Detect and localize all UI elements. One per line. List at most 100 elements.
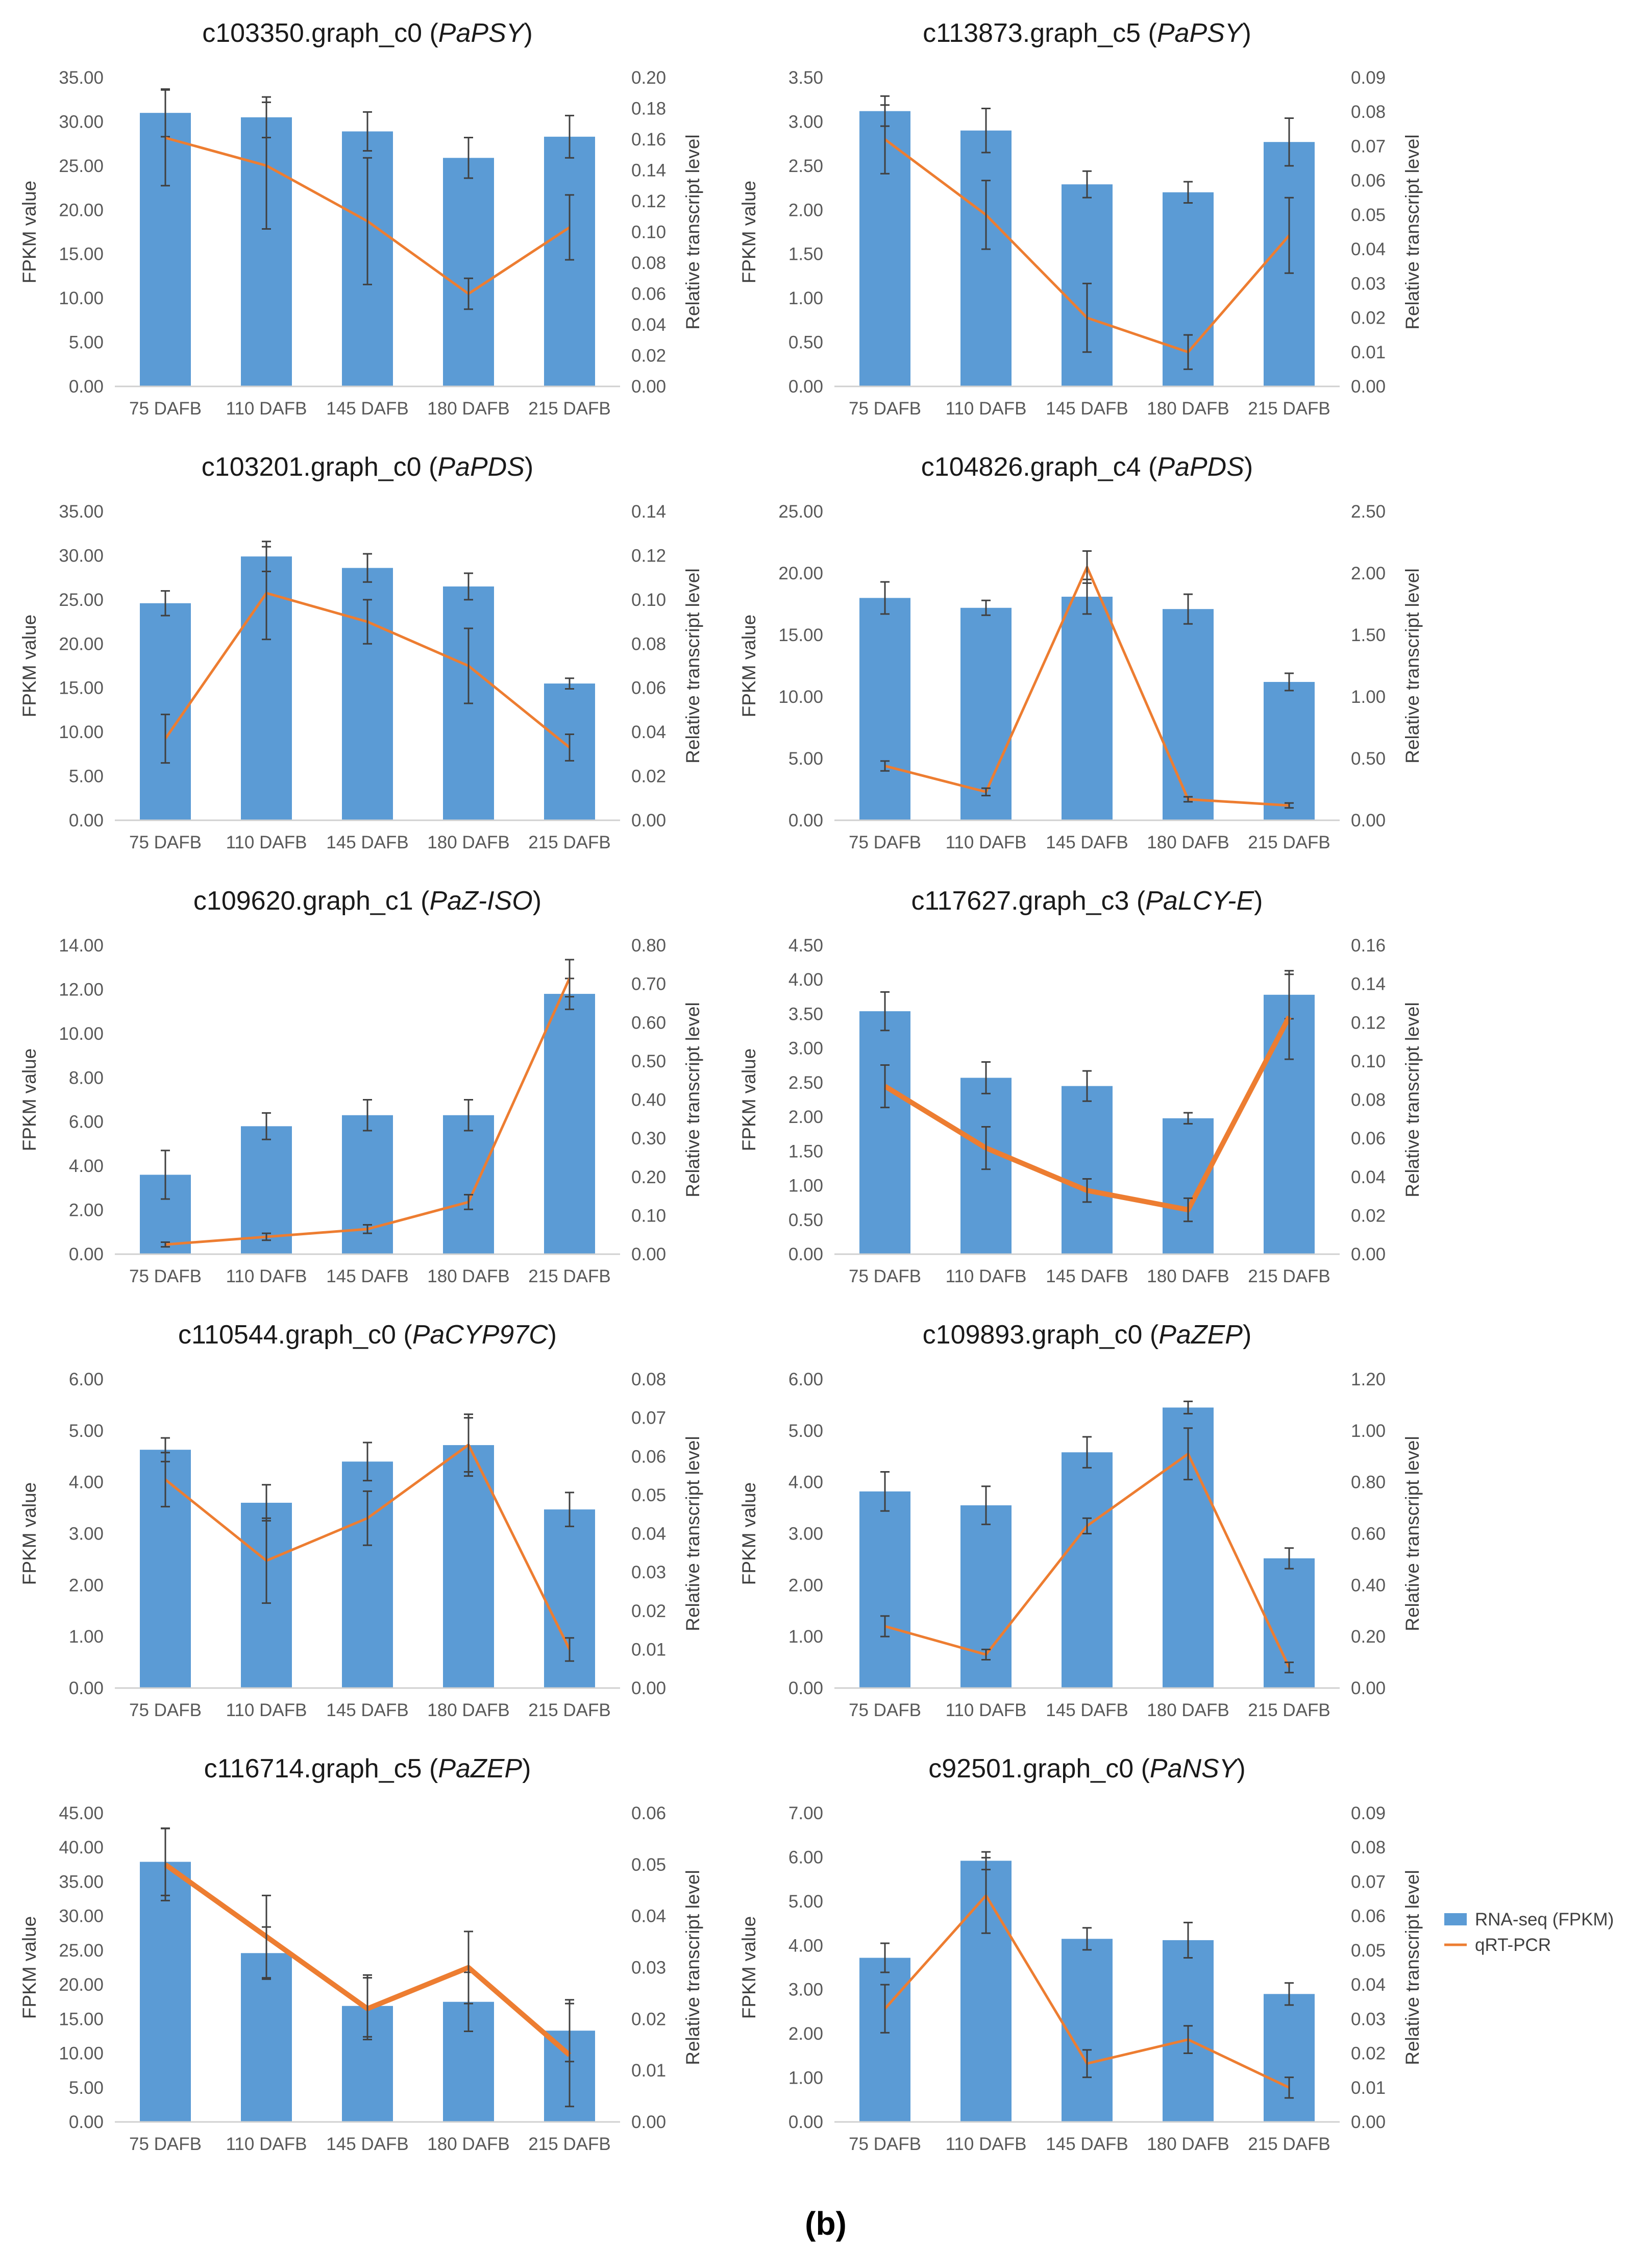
x-tick-label: 215 DAFB <box>1248 399 1330 419</box>
y-tick-label: 0.00 <box>788 1678 823 1698</box>
chart-pazep-9: c116714.graph_c5 (PaZEP) 0.00 5.00 10.00 15.… <box>19 1754 703 2154</box>
y2-tick-label: 0.01 <box>631 2061 666 2081</box>
y2-tick-label: 0.04 <box>1351 1167 1386 1187</box>
y2-tick-label: 0.80 <box>631 936 666 956</box>
y-axis-title: FPKM value <box>738 181 759 284</box>
x-tick-label: 180 DAFB <box>427 2134 509 2154</box>
y-tick-label: 3.50 <box>788 68 823 88</box>
chart-title-gene: PaZ-ISO <box>429 886 532 916</box>
y2-tick-label: 0.10 <box>1351 1052 1386 1071</box>
y-axis-title: FPKM value <box>19 181 40 284</box>
x-tick-label: 145 DAFB <box>1046 1700 1128 1720</box>
y2-tick-label: 0.14 <box>631 502 666 522</box>
legend-bar-swatch <box>1444 1913 1467 1925</box>
chart-title-gene: PaCYP97C <box>412 1320 548 1350</box>
y-tick-label: 1.50 <box>788 1141 823 1161</box>
chart-title-prefix: c104826.graph_c4 ( <box>921 452 1157 482</box>
y-tick-label: 3.50 <box>788 1004 823 1024</box>
x-tick-label: 110 DAFB <box>226 833 307 852</box>
chart-palcy-e-6: c117627.graph_c3 (PaLCY-E) 0.00 0.50 1.00 1.… <box>738 886 1423 1286</box>
bar <box>960 1505 1012 1688</box>
y-tick-label: 0.00 <box>69 1678 104 1698</box>
x-tick-label: 75 DAFB <box>849 1266 921 1286</box>
bar <box>1163 609 1214 820</box>
chart-title: c113873.graph_c5 (PaPSY) <box>923 18 1251 48</box>
y-tick-label: 6.00 <box>69 1370 104 1389</box>
y2-tick-label: 2.50 <box>1351 502 1386 522</box>
chart-papds-3: c103201.graph_c0 (PaPDS) 0.00 5.00 10.00 15.… <box>19 452 703 852</box>
y-tick-label: 1.00 <box>788 1176 823 1196</box>
y-tick-label: 15.00 <box>59 678 104 698</box>
y2-tick-label: 0.10 <box>631 590 666 610</box>
bar <box>1264 681 1315 820</box>
chart-title-gene: PaPSY <box>1157 18 1244 48</box>
y-tick-label: 0.00 <box>788 811 823 830</box>
chart-title-suffix: ) <box>1243 1320 1251 1350</box>
x-tick-label: 110 DAFB <box>226 2134 307 2154</box>
bar <box>1163 1118 1214 1254</box>
y2-tick-label: 0.02 <box>631 2009 666 2029</box>
y-tick-label: 5.00 <box>788 749 823 769</box>
y2-tick-label: 0.07 <box>1351 136 1386 156</box>
y2-tick-label: 0.12 <box>631 191 666 211</box>
x-tick-label: 75 DAFB <box>129 1266 202 1286</box>
chart-papsy-1: c103350.graph_c0 (PaPSY) 0.00 5.00 10.00 15.… <box>19 18 703 419</box>
y-tick-label: 2.50 <box>788 1073 823 1093</box>
y-tick-label: 0.50 <box>788 333 823 353</box>
y-tick-label: 0.00 <box>69 1244 104 1264</box>
x-tick-label: 145 DAFB <box>1046 2134 1128 2154</box>
chart-title-suffix: ) <box>1254 886 1263 916</box>
y-tick-label: 45.00 <box>59 1803 104 1823</box>
x-tick-label: 215 DAFB <box>528 2134 610 2154</box>
y-tick-label: 1.50 <box>788 245 823 264</box>
y2-tick-label: 1.20 <box>1351 1370 1386 1389</box>
chart-title-prefix: c92501.graph_c0 ( <box>928 1754 1150 1783</box>
y2-tick-label: 0.00 <box>1351 2112 1386 2132</box>
x-tick-label: 145 DAFB <box>1046 1266 1128 1286</box>
chart-title-prefix: c117627.graph_c3 ( <box>911 886 1146 916</box>
chart-papds-4: c104826.graph_c4 (PaPDS) 0.00 5.00 10.00 15.… <box>738 452 1423 852</box>
x-tick-label: 215 DAFB <box>1248 2134 1330 2154</box>
x-tick-label: 215 DAFB <box>1248 833 1330 852</box>
y2-tick-label: 0.00 <box>631 2112 666 2132</box>
y2-tick-label: 0.08 <box>631 634 666 654</box>
y2-tick-label: 0.06 <box>631 284 666 304</box>
chart-pacyp97c-7: c110544.graph_c0 (PaCYP97C) 0.00 1.00 2.00 3… <box>19 1320 703 1720</box>
x-tick-label: 110 DAFB <box>946 2134 1027 2154</box>
y-tick-label: 1.00 <box>788 288 823 308</box>
y-tick-label: 6.00 <box>69 1112 104 1132</box>
y-tick-label: 4.00 <box>788 1473 823 1493</box>
x-tick-label: 215 DAFB <box>528 399 610 419</box>
chart-title-suffix: ) <box>524 18 532 48</box>
bar <box>544 136 595 386</box>
y-tick-label: 25.00 <box>59 590 104 610</box>
y-tick-label: 0.50 <box>788 1210 823 1230</box>
y-tick-label: 5.00 <box>69 333 104 353</box>
y2-tick-label: 0.00 <box>1351 377 1386 397</box>
y-tick-label: 35.00 <box>59 502 104 522</box>
chart-title-gene: PaZEP <box>1158 1320 1243 1350</box>
x-tick-label: 110 DAFB <box>946 1266 1027 1286</box>
y2-tick-label: 0.06 <box>1351 1129 1386 1149</box>
y2-tick-label: 0.06 <box>631 678 666 698</box>
y2-tick-label: 1.00 <box>1351 1421 1386 1441</box>
bar <box>859 1011 910 1254</box>
chart-title-gene: PaPDS <box>437 452 525 482</box>
bar <box>443 158 494 386</box>
y2-tick-label: 0.00 <box>1351 1678 1386 1698</box>
y2-tick-label: 0.07 <box>631 1408 666 1428</box>
y2-tick-label: 0.12 <box>1351 1013 1386 1033</box>
chart-title: c92501.graph_c0 (PaNSY) <box>928 1754 1246 1783</box>
chart-title-gene: PaPSY <box>438 18 526 48</box>
chart-title-prefix: c109893.graph_c0 ( <box>923 1320 1159 1350</box>
y2-tick-label: 0.04 <box>1351 239 1386 259</box>
y-tick-label: 30.00 <box>59 546 104 566</box>
chart-title: c110544.graph_c0 (PaCYP97C) <box>178 1320 557 1350</box>
chart-title-gene: PaLCY-E <box>1145 886 1254 916</box>
x-tick-label: 145 DAFB <box>1046 833 1128 852</box>
y2-tick-label: 0.09 <box>1351 68 1386 88</box>
y-tick-label: 30.00 <box>59 1907 104 1926</box>
y-tick-label: 2.00 <box>69 1201 104 1220</box>
y2-tick-label: 0.06 <box>631 1447 666 1467</box>
y-tick-label: 1.00 <box>788 1627 823 1647</box>
